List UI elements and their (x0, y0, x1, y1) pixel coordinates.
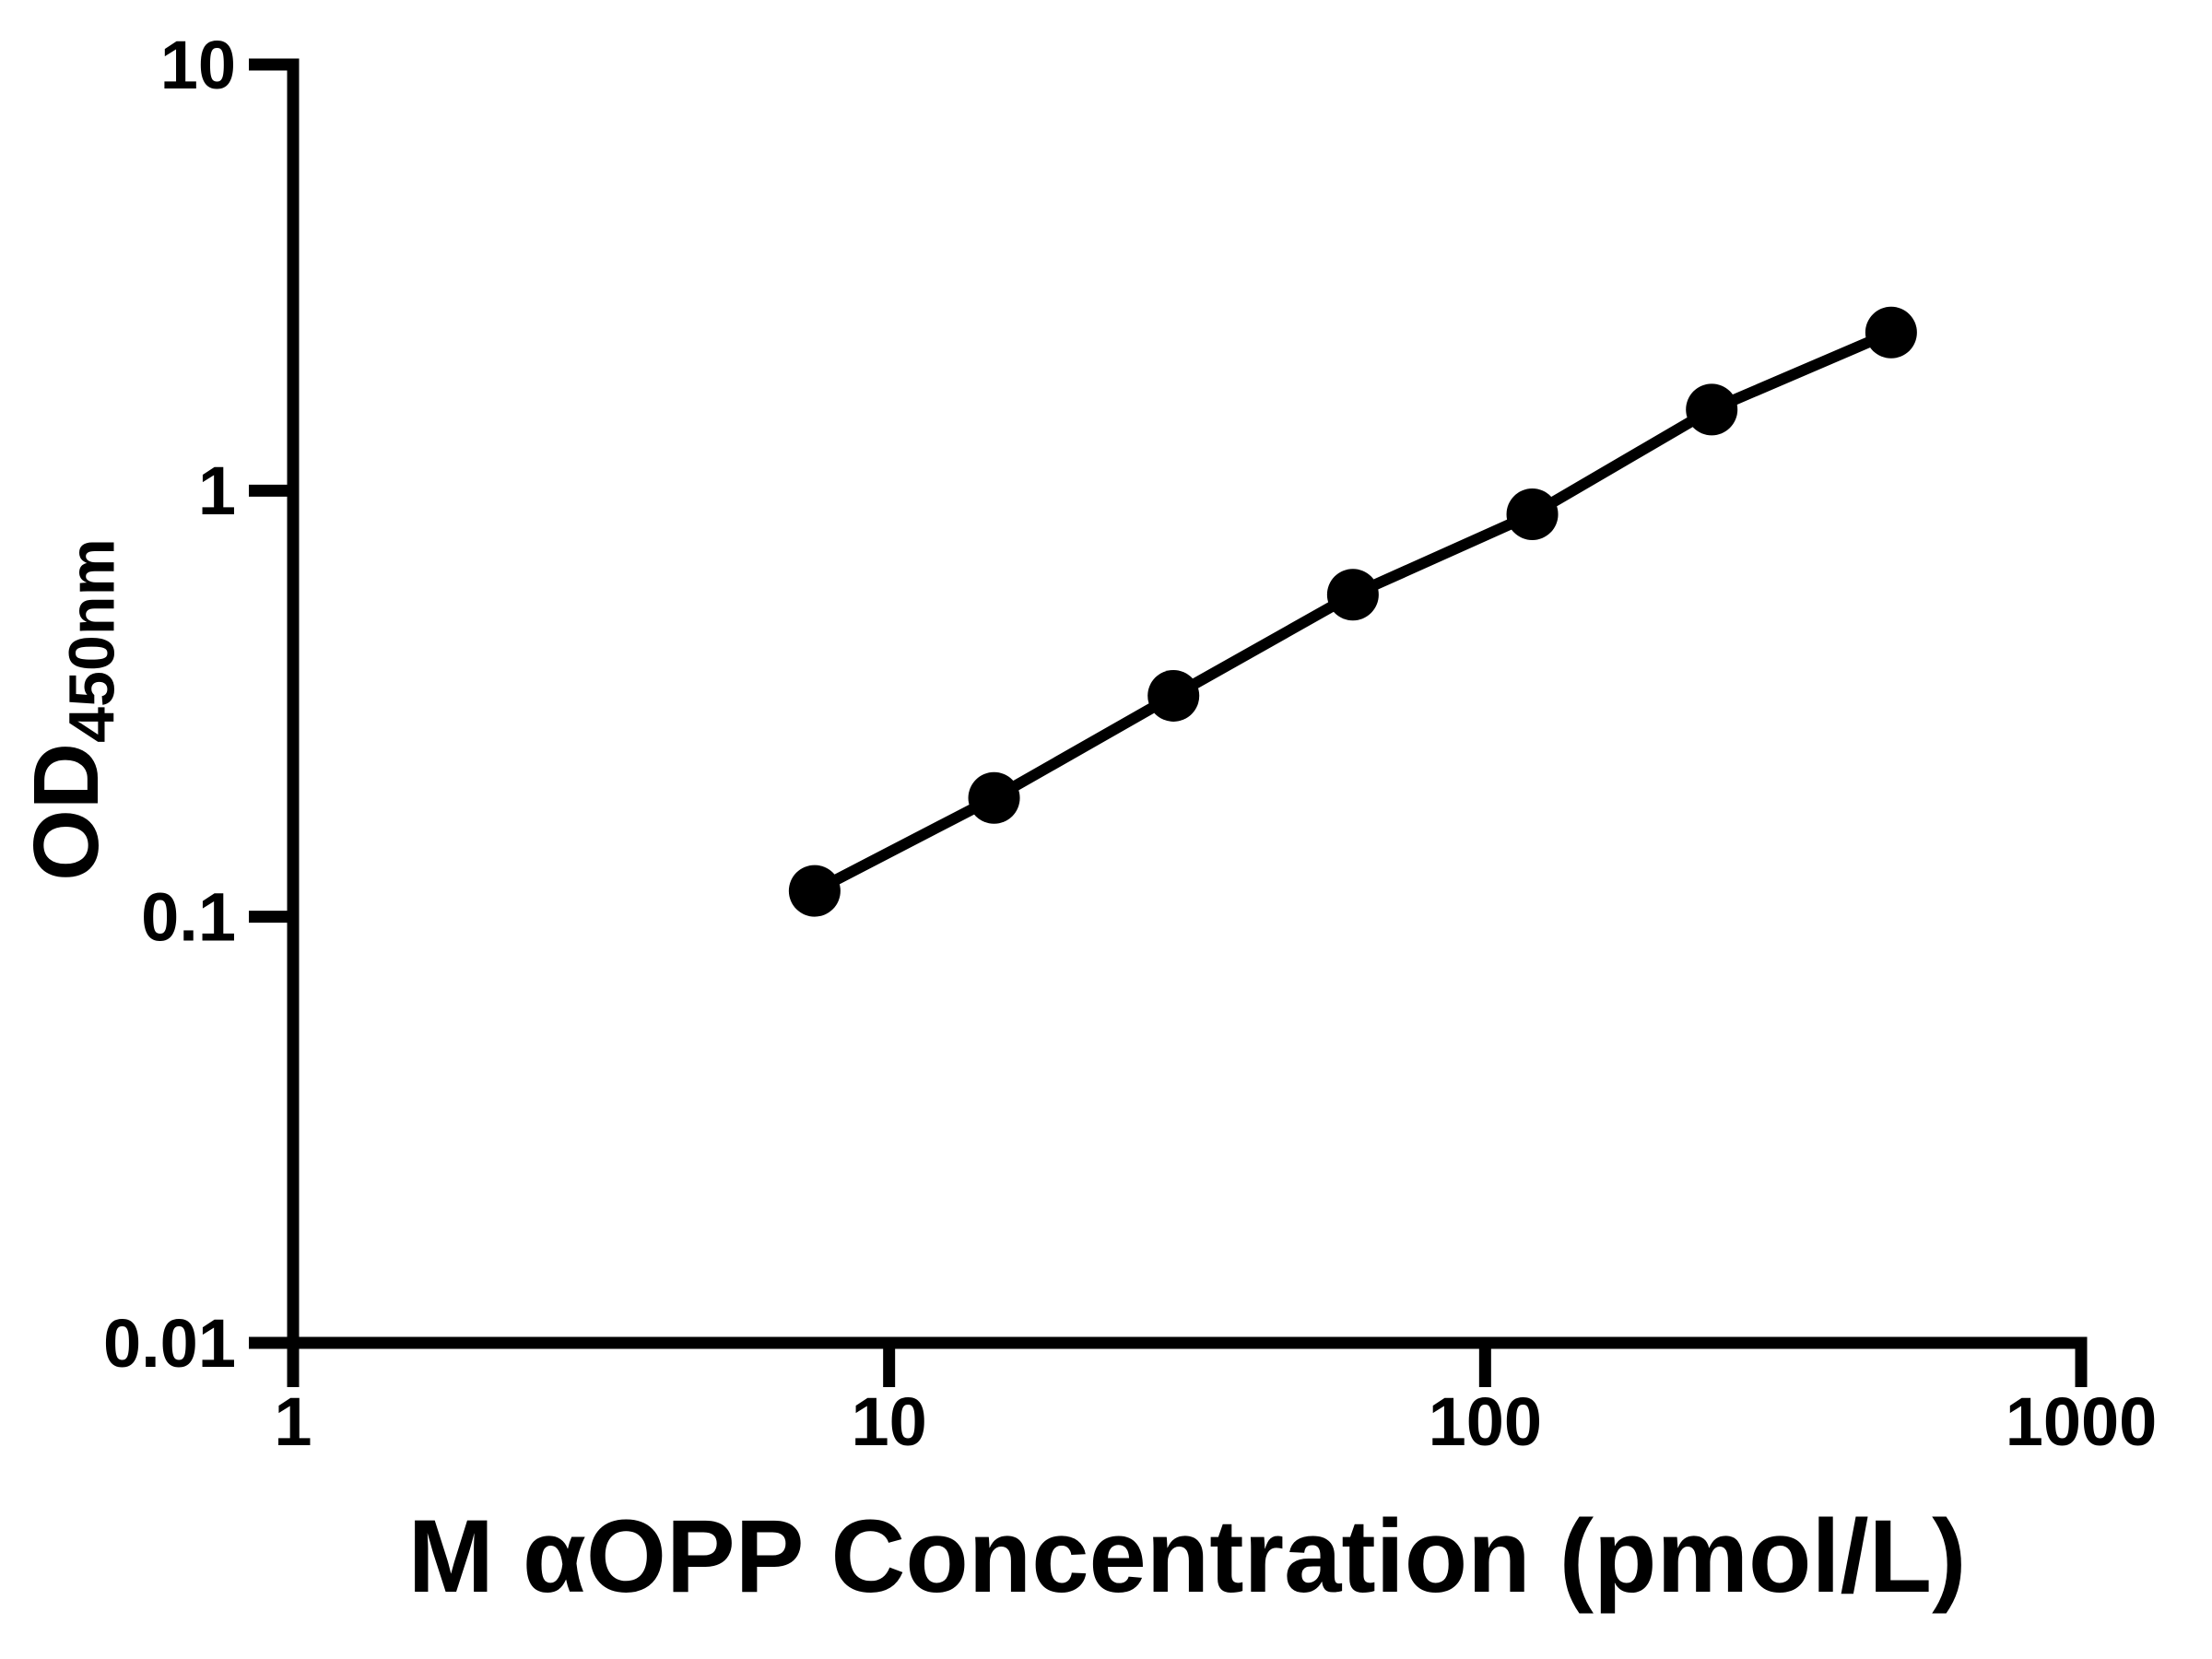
data-point (1506, 488, 1559, 541)
y-axis-title-main: OD (14, 742, 118, 881)
data-point (1326, 569, 1379, 621)
x-tick-label: 1000 (2006, 1383, 2158, 1460)
x-axis-title: M αOPP Concentration (pmol/L) (293, 1505, 2081, 1608)
y-axis-title: OD450nm (15, 538, 128, 881)
x-axis-title-text: M αOPP Concentration (pmol/L) (407, 1499, 1967, 1614)
data-point (1147, 669, 1200, 722)
data-point (968, 771, 1020, 824)
data-point (1865, 306, 1917, 359)
x-tick-label: 100 (1429, 1383, 1542, 1460)
y-axis-title-subscript: 450nm (55, 538, 128, 743)
data-point (788, 865, 841, 917)
x-tick-label: 10 (852, 1383, 927, 1460)
x-tick-label: 1 (274, 1383, 312, 1460)
data-point (1686, 383, 1738, 436)
y-tick-label: 0.1 (141, 879, 236, 956)
y-tick-label: 0.01 (103, 1305, 236, 1382)
y-tick-label: 10 (160, 27, 236, 103)
y-tick-label: 1 (198, 453, 236, 529)
